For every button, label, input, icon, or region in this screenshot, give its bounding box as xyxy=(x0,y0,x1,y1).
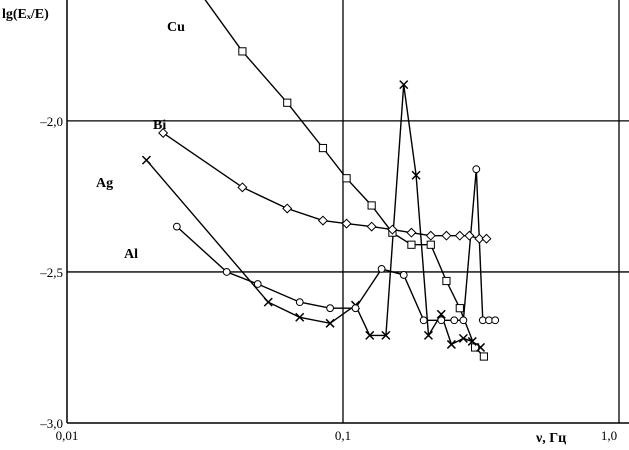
data-point-bi-0 xyxy=(158,127,169,138)
data-point-ag-10 xyxy=(436,309,446,319)
data-point-al-1 xyxy=(222,268,231,276)
data-point-cu-3 xyxy=(318,143,328,153)
data-point-cu-7 xyxy=(407,240,416,249)
data-point-al-4 xyxy=(326,304,335,313)
data-point-ag-0 xyxy=(141,155,151,165)
y-tick-label-0: –2,0 xyxy=(39,114,63,129)
marker-layer xyxy=(141,47,500,361)
series-label-ag: Ag xyxy=(96,176,113,191)
series-layer xyxy=(145,0,496,357)
data-point-al-6 xyxy=(377,265,386,273)
data-point-ag-6 xyxy=(381,330,391,340)
data-point-bi-4 xyxy=(341,218,352,229)
data-point-al-10 xyxy=(450,316,459,325)
data-point-bi-7 xyxy=(406,227,417,238)
data-point-cu-4 xyxy=(342,174,351,183)
grid-layer xyxy=(67,0,629,423)
data-point-ag-3 xyxy=(325,318,335,328)
data-point-al-12 xyxy=(472,165,481,174)
data-point-al-3 xyxy=(295,298,304,307)
data-point-al-9 xyxy=(437,316,446,325)
data-point-ag-14 xyxy=(476,342,486,352)
data-point-bi-8 xyxy=(425,230,436,241)
y-axis-label: lg(Eₓ/E) xyxy=(2,7,49,22)
x-tick-label-1: 0,1 xyxy=(335,428,351,443)
data-point-ag-9 xyxy=(423,330,433,340)
series-label-al: Al xyxy=(124,247,138,262)
y-tick-label-2: –3,0 xyxy=(39,416,63,431)
data-point-al-2 xyxy=(253,280,262,288)
series-line-al xyxy=(176,169,496,321)
data-point-ag-11 xyxy=(446,339,456,349)
data-point-ag-5 xyxy=(365,330,375,340)
tick-label-layer: –2,0 –2,5 –3,00,01 0,1 1,0 xyxy=(39,114,617,443)
data-point-cu-1 xyxy=(238,47,247,56)
data-point-ag-1 xyxy=(263,297,273,307)
data-point-cu-10 xyxy=(455,304,464,313)
data-point-cu-12 xyxy=(479,352,489,361)
data-point-cu-5 xyxy=(367,201,376,210)
data-point-bi-11 xyxy=(464,230,475,241)
data-point-bi-12 xyxy=(474,233,485,244)
series-line-ag xyxy=(145,84,481,349)
data-point-bi-3 xyxy=(317,215,328,226)
data-point-ag-7 xyxy=(399,80,409,90)
data-point-cu-2 xyxy=(283,98,292,107)
data-point-bi-9 xyxy=(441,230,452,241)
data-point-ag-8 xyxy=(411,170,421,180)
series-line-cu xyxy=(204,0,485,357)
series-label-bi: Bi xyxy=(153,118,166,133)
data-point-al-0 xyxy=(172,222,181,231)
series-label-layer: Cu Bi Ag Al xyxy=(96,20,185,262)
series-label-cu: Cu xyxy=(167,20,185,35)
data-point-bi-10 xyxy=(454,230,465,241)
x-tick-label-2: 1,0 xyxy=(601,428,617,443)
y-tick-label-1: –2,5 xyxy=(39,265,63,280)
data-point-cu-9 xyxy=(442,276,451,286)
x-tick-label-0: 0,01 xyxy=(56,428,79,443)
data-point-bi-13 xyxy=(481,233,492,244)
data-point-ag-12 xyxy=(458,333,468,343)
data-point-bi-1 xyxy=(237,182,248,193)
data-point-bi-6 xyxy=(387,224,398,235)
data-point-ag-13 xyxy=(467,336,477,346)
data-point-bi-2 xyxy=(282,203,293,214)
data-point-cu-8 xyxy=(426,240,435,249)
data-point-al-15 xyxy=(491,316,500,325)
data-point-ag-2 xyxy=(295,312,305,322)
x-axis-label: ν, Гц xyxy=(535,431,566,446)
data-point-bi-5 xyxy=(366,221,377,232)
data-point-al-7 xyxy=(399,271,408,279)
data-point-al-11 xyxy=(459,316,468,325)
data-point-al-5 xyxy=(351,304,360,313)
data-point-al-8 xyxy=(419,316,428,325)
plot-frame-layer xyxy=(66,0,629,424)
